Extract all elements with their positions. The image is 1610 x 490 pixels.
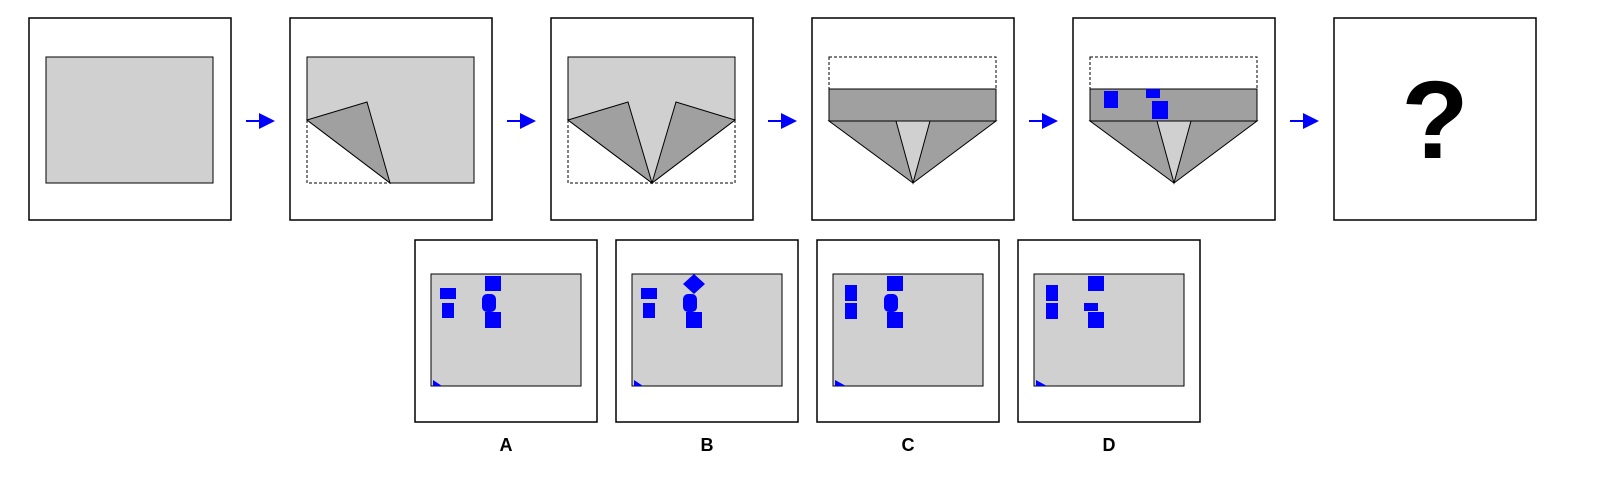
- question-panel: ?: [1333, 17, 1537, 221]
- inner-tip: [895, 120, 931, 185]
- hole: [683, 294, 697, 312]
- folded-top-strip: [828, 88, 997, 122]
- step-1-panel: [28, 17, 232, 221]
- hole: [1084, 303, 1098, 311]
- option-b[interactable]: B: [615, 239, 799, 455]
- folded-flap-left: [566, 101, 653, 185]
- step-5-panel: [1072, 17, 1276, 221]
- step-4-panel: [811, 17, 1015, 221]
- hole: [442, 303, 454, 318]
- hole: [845, 285, 857, 301]
- hole: [1036, 380, 1047, 386]
- hole-square: [1152, 101, 1168, 119]
- hole: [485, 312, 501, 328]
- hole: [1046, 303, 1058, 319]
- hole: [1046, 285, 1058, 301]
- hole: [686, 312, 702, 328]
- option-label: B: [701, 435, 714, 455]
- folded-flap-right: [651, 101, 737, 185]
- hole-square: [1104, 91, 1118, 108]
- hole: [433, 380, 442, 386]
- hole: [440, 288, 456, 299]
- option-label: A: [500, 435, 513, 455]
- hole: [485, 276, 501, 291]
- step-2-panel: [289, 17, 493, 221]
- step-3-panel: [550, 17, 754, 221]
- hole: [887, 276, 903, 291]
- option-label: C: [902, 435, 915, 455]
- hole: [641, 288, 657, 299]
- paper-sheet: [45, 56, 214, 184]
- hole: [1088, 276, 1104, 291]
- hole: [887, 312, 903, 328]
- hole-bar: [1146, 89, 1160, 98]
- option-d[interactable]: D: [1017, 239, 1201, 455]
- option-c[interactable]: C: [816, 239, 1000, 455]
- hole: [482, 294, 496, 312]
- hole: [643, 303, 655, 318]
- hole: [845, 303, 857, 319]
- option-label: D: [1103, 435, 1116, 455]
- hole: [634, 380, 643, 386]
- hole: [683, 274, 705, 294]
- question-mark: ?: [1401, 59, 1468, 182]
- folded-flap: [305, 101, 391, 185]
- hole: [835, 380, 846, 386]
- hole: [884, 294, 898, 312]
- option-a[interactable]: A: [414, 239, 598, 455]
- hole: [1088, 312, 1104, 328]
